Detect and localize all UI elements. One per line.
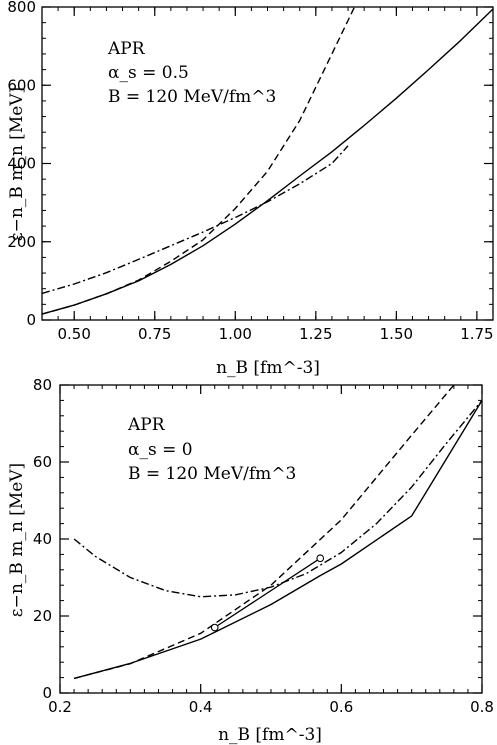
top-ticks [41, 6, 494, 321]
transition-marker [210, 623, 219, 632]
top-y-axis-label: ε−n_B m_n [MeV] [7, 87, 27, 241]
x-tick-label: 1.75 [460, 325, 493, 343]
y-tick-label: 40 [33, 530, 52, 548]
y-tick-label: 400 [7, 155, 36, 173]
bottom-annotation-model: APR [127, 415, 166, 435]
top-annotation-alpha: α_s = 0.5 [108, 63, 189, 83]
top-plot-frame [41, 6, 494, 321]
bottom-annotation-bag: B = 120 MeV/fm^3 [128, 464, 296, 484]
x-tick-label: 0.6 [329, 698, 353, 716]
series-dashdot-line [41, 145, 349, 295]
bottom-ticks [59, 384, 483, 694]
y-tick-label: 20 [33, 607, 52, 625]
top-x-axis-label: n_B [fm^-3] [216, 358, 320, 378]
bottom-curves [73, 384, 483, 680]
y-tick-label: 200 [7, 233, 36, 251]
bottom-panel: 0.2 0.4 0.6 0.8 0 20 40 60 80 APR α_s = 0 B = 12… [7, 376, 494, 745]
top-annotation-bag: B = 120 MeV/fm^3 [108, 87, 276, 107]
x-tick-label: 0.75 [138, 325, 171, 343]
y-tick-label: 80 [33, 376, 52, 394]
top-tick-labels: 0.50 0.75 1.00 1.25 1.50 1.75 0 200 400 600 800 [7, 0, 493, 343]
bottom-plot-frame [59, 384, 483, 694]
y-tick-label: 800 [7, 0, 36, 16]
series-solid-line [73, 400, 483, 680]
transition-marker [316, 554, 325, 563]
x-tick-label: 1.00 [219, 325, 252, 343]
series-dashed-line [73, 384, 455, 680]
series-solid-segment-line [214, 557, 321, 629]
y-tick-label: 0 [42, 684, 52, 702]
x-tick-label: 1.50 [380, 325, 413, 343]
top-annotation-model: APR [107, 39, 146, 59]
y-tick-label: 0 [26, 311, 36, 329]
bottom-x-axis-label: n_B [fm^-3] [218, 725, 322, 745]
x-tick-label: 0.50 [58, 325, 91, 343]
bottom-annotation-alpha: α_s = 0 [128, 440, 193, 460]
x-tick-label: 0.8 [470, 698, 494, 716]
bottom-tick-labels: 0.2 0.4 0.6 0.8 0 20 40 60 80 [33, 376, 494, 716]
x-tick-label: 1.25 [299, 325, 332, 343]
top-curves [41, 6, 494, 315]
x-tick-label: 0.4 [189, 698, 213, 716]
series-dashed-line [41, 6, 356, 315]
series-dashdot-line [73, 399, 483, 598]
bottom-y-axis-label: ε−n_B m_n [MeV] [7, 463, 27, 617]
y-tick-label: 60 [33, 453, 52, 471]
y-tick-label: 600 [7, 76, 36, 94]
x-tick-label: 0.2 [48, 698, 72, 716]
top-panel: 0.50 0.75 1.00 1.25 1.50 1.75 0 200 400 600 800 AP… [7, 0, 494, 378]
